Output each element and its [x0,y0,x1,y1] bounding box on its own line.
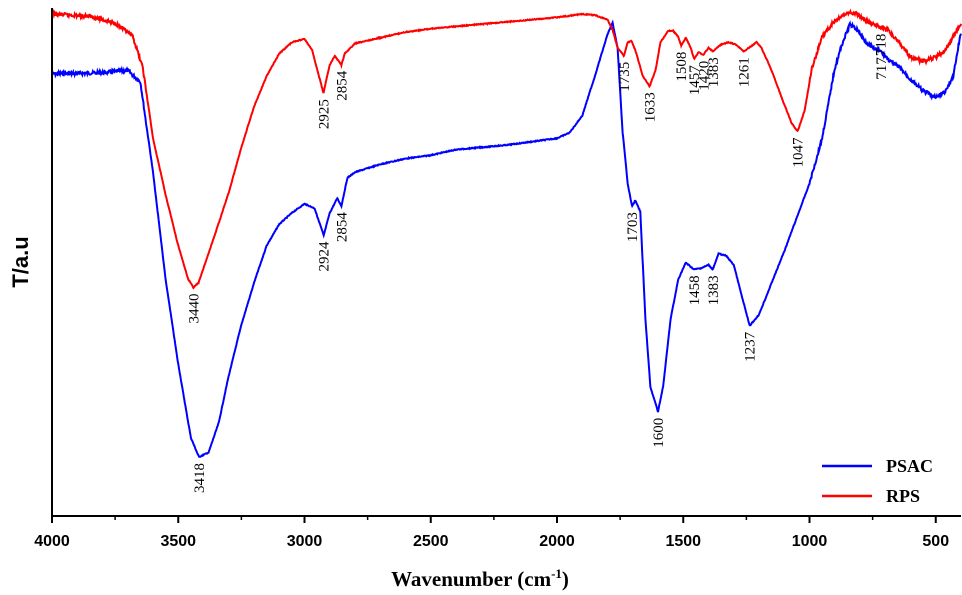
peak-label: 1458 [687,275,703,305]
peak-label: 1457 [687,65,703,96]
x-axis-title: Wavenumber (cm-1) [391,566,569,591]
legend-label: PSAC [886,456,933,476]
x-tick-label: 1000 [792,533,828,550]
peak-label: 1261 [737,57,753,87]
x-tick-label: 2000 [539,533,575,550]
peak-label: 2925 [316,99,332,129]
peak-label: 1508 [674,52,690,82]
x-tick-label: 2500 [413,533,449,550]
x-tick-label: 500 [922,533,949,550]
legend-label: RPS [886,486,920,506]
peak-label: 1383 [706,275,722,305]
x-axis-title-close: ) [562,567,569,591]
x-tick-label: 3000 [287,533,323,550]
peak-label: 2924 [317,241,333,272]
peak-label: 718 [874,34,890,57]
peak-label: 3418 [192,463,208,493]
peak-label: 1047 [791,137,807,168]
x-axis-title-text: Wavenumber (cm [391,567,552,591]
peak-label: 2854 [334,212,350,243]
x-tick-label: 3500 [160,533,196,550]
peak-label: 1420 [697,61,713,91]
x-ticks: 4000 3500 3000 2500 2000 1500 1000 500 [34,516,949,550]
peak-label: 1383 [706,57,722,87]
x-tick-label: 1500 [665,533,701,550]
x-tick-label: 4000 [34,533,70,550]
series-layer [51,8,962,459]
series-line-rps [51,8,962,290]
peak-label: 1633 [643,92,659,122]
peak-label: 2854 [334,70,350,101]
peak-label: 1237 [743,331,759,362]
peak-label: 1703 [625,212,641,242]
peak-label: 3440 [186,294,202,324]
legend: PSAC RPS [822,456,933,506]
series-line-psac [51,19,962,459]
peak-label: 1600 [651,418,667,448]
y-axis-title: T/a.u [8,236,33,287]
peak-label: 1735 [617,62,633,92]
peak-label: 717 [874,57,890,80]
x-axis-title-sup: -1 [551,566,562,581]
